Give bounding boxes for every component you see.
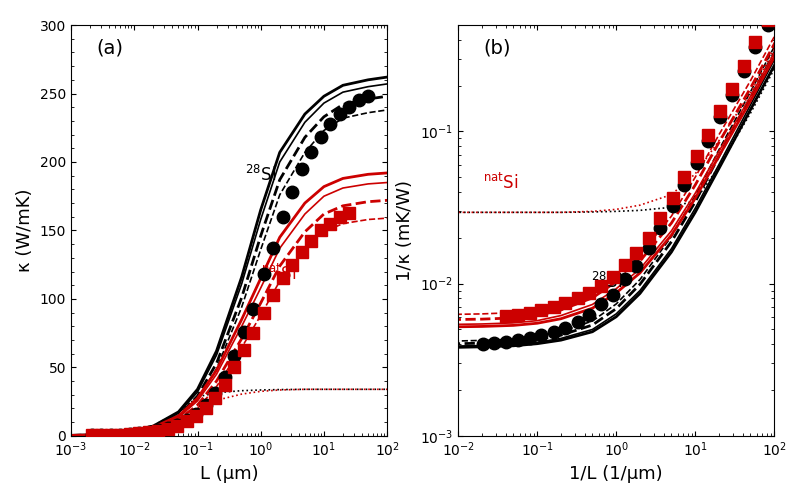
Y-axis label: 1/κ (mK/W): 1/κ (mK/W) <box>397 180 415 281</box>
Text: $^{\rm nat}$Si: $^{\rm nat}$Si <box>483 173 519 193</box>
Text: $^{28}$Si: $^{28}$Si <box>591 272 622 292</box>
Text: $^{28}$Si: $^{28}$Si <box>245 165 276 185</box>
Text: (b): (b) <box>483 39 511 58</box>
X-axis label: L (μm): L (μm) <box>200 465 258 483</box>
Text: $^{\rm nat}$Si: $^{\rm nat}$Si <box>261 264 296 284</box>
Text: (a): (a) <box>96 39 123 58</box>
Y-axis label: κ (W/mK): κ (W/mK) <box>17 189 34 272</box>
X-axis label: 1/L (1/μm): 1/L (1/μm) <box>570 465 663 483</box>
